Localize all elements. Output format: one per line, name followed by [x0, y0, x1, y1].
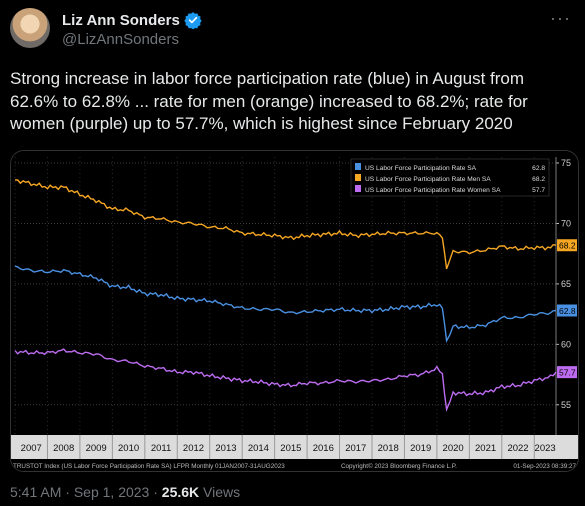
legend-label-3: US Labor Force Participation Rate Women … — [365, 187, 501, 194]
series-line-1 — [14, 265, 557, 343]
tweet-time[interactable]: 5:41 AM — [10, 484, 62, 500]
author-display-name[interactable]: Liz Ann Sonders — [62, 11, 180, 29]
x-tick-label: 2018 — [378, 443, 399, 454]
legend-swatch-1 — [355, 163, 361, 170]
more-options-icon[interactable]: ··· — [550, 8, 571, 28]
tweet-text: Strong increase in labor force participa… — [10, 69, 528, 133]
legend-swatch-3 — [355, 185, 361, 192]
chart-background — [11, 151, 578, 471]
author-name-row: Liz Ann Sonders — [62, 11, 202, 29]
x-tick-label: 2008 — [53, 443, 74, 454]
meta-separator-2: · — [153, 484, 158, 500]
x-axis-band — [11, 435, 578, 459]
legend-swatch-2 — [355, 174, 361, 181]
x-tick-label: 2014 — [248, 443, 269, 454]
last-value-badge-1 — [557, 304, 577, 317]
x-tick-label: 2011 — [151, 443, 171, 454]
x-tick-label: 2013 — [215, 443, 236, 454]
y-tick-label: 70 — [561, 218, 571, 228]
tweet-meta: 5:41 AM · Sep 1, 2023 · 25.6K Views — [10, 484, 240, 500]
chart-footer-band — [11, 459, 578, 471]
x-tick-label: 2017 — [345, 443, 366, 454]
x-tick-label: 2012 — [183, 443, 204, 454]
x-tick-label: 2010 — [118, 443, 139, 454]
last-value-label-1: 62.8 — [559, 306, 576, 316]
meta-separator: · — [65, 484, 70, 500]
x-tick-label: 2020 — [443, 443, 464, 454]
legend-label-1: US Labor Force Participation Rate SA — [365, 165, 477, 172]
x-tick-label: 2015 — [280, 443, 301, 454]
last-value-label-2: 68.2 — [559, 241, 576, 251]
series-line-2 — [14, 179, 557, 270]
verified-badge-icon — [184, 12, 202, 29]
x-tick-label: 2021 — [475, 443, 496, 454]
views-count: 25.6K — [161, 484, 200, 500]
tweet-header: Liz Ann Sonders @LizAnnSonders ··· — [10, 8, 575, 56]
chart-footer-left: TRUSTOT Index (US Labor Force Participat… — [13, 463, 285, 470]
x-tick-label: 2023 — [535, 443, 556, 454]
last-value-label-3: 57.7 — [559, 368, 576, 378]
series-line-3 — [14, 348, 557, 412]
y-tick-label: 55 — [561, 400, 571, 410]
x-tick-label: 2007 — [21, 443, 42, 454]
x-tick-label: 2016 — [313, 443, 334, 454]
legend-value-1: 62.8 — [532, 165, 545, 172]
last-value-badge-2 — [557, 239, 577, 252]
chart-footer-right: 01-Sep-2023 08:39:27 — [513, 463, 576, 470]
views-label: Views — [203, 484, 241, 500]
y-tick-label: 75 — [561, 158, 571, 168]
x-tick-label: 2009 — [86, 443, 107, 454]
y-tick-label: 65 — [561, 279, 571, 289]
tweet-date[interactable]: Sep 1, 2023 — [73, 484, 150, 500]
legend-label-2: US Labor Force Participation Rate Men SA — [365, 176, 491, 183]
x-tick-label: 2019 — [410, 443, 431, 454]
legend-value-2: 68.2 — [532, 176, 545, 183]
legend-value-3: 57.7 — [532, 187, 545, 194]
legend-box — [350, 158, 550, 197]
y-tick-label: 60 — [561, 339, 571, 349]
last-value-badge-3 — [557, 366, 577, 379]
avatar[interactable] — [10, 8, 50, 48]
author-handle[interactable]: @LizAnnSonders — [62, 31, 179, 48]
tweet-media-chart[interactable]: 55 60 65 70 75 2007 2008 2009 2010 2011 2012 2013 20… — [10, 150, 579, 472]
x-tick-label: 2022 — [507, 443, 528, 454]
line-chart: 55 60 65 70 75 2007 2008 2009 2010 2011 2012 2013 20… — [11, 151, 578, 471]
chart-footer-center: Copyright© 2023 Bloomberg Finance L.P. — [341, 462, 457, 470]
